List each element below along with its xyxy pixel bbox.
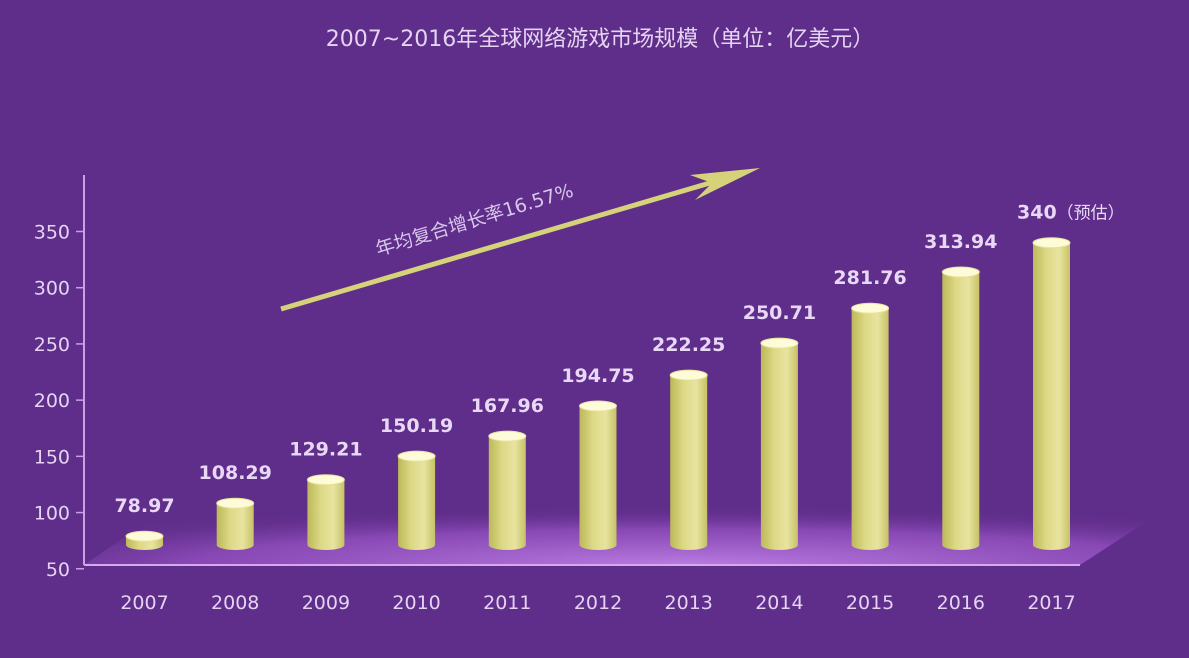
bar-top (306, 474, 345, 486)
value-label-number: 150.19 (380, 415, 453, 437)
bar-top (579, 400, 617, 412)
value-label: 194.75 (561, 365, 634, 387)
value-label: 250.71 (743, 302, 816, 324)
value-label: 129.21 (289, 439, 362, 461)
growth-arrow (280, 168, 760, 312)
value-label-number: 250.71 (743, 302, 816, 324)
bar (579, 400, 617, 550)
growth-arrow-shaft (280, 177, 721, 312)
value-label: 222.25 (652, 334, 725, 356)
x-tick-label: 2012 (574, 592, 622, 614)
bar-top (216, 497, 255, 509)
value-label-note: （预估） (1057, 204, 1125, 224)
bar-top (941, 266, 980, 278)
x-tick-label: 2015 (846, 592, 894, 614)
bar-body (216, 503, 254, 550)
x-tick-label: 2011 (483, 592, 531, 614)
bar (216, 497, 255, 550)
bar-top (125, 530, 164, 542)
y-axis-ticks: 50 100 150 200 250 300 350 (34, 221, 84, 581)
bar-top (669, 369, 708, 381)
bar-body (851, 308, 889, 550)
x-tick-label: 2010 (392, 592, 440, 614)
value-label-number: 340 (1017, 202, 1057, 224)
value-label: 167.96 (471, 395, 544, 417)
bar-top (488, 430, 527, 442)
bar-top (760, 337, 799, 349)
y-tick-label: 300 (34, 278, 70, 300)
bar-body (1033, 242, 1070, 550)
bar (397, 450, 436, 550)
bars-group (125, 237, 1071, 550)
value-label: 150.19 (380, 415, 453, 437)
bar (1032, 237, 1071, 550)
y-tick-label: 250 (34, 334, 70, 356)
bar-body (760, 343, 798, 550)
value-label-number: 313.94 (924, 231, 997, 253)
bar-top (397, 450, 436, 462)
bar-body (670, 375, 708, 550)
chart-title: 2007~2016年全球网络游戏市场规模（单位：亿美元） (326, 27, 874, 52)
bar-top (1032, 237, 1071, 249)
y-tick-label: 200 (34, 390, 70, 412)
bar (851, 302, 890, 550)
y-tick-label: 350 (34, 221, 70, 243)
x-tick-label: 2008 (211, 592, 259, 614)
value-label-number: 281.76 (833, 267, 906, 289)
bar (669, 369, 708, 550)
x-tick-label: 2009 (302, 592, 350, 614)
bar-body (398, 456, 436, 550)
bar-body (307, 479, 345, 550)
value-label: 313.94 (924, 231, 997, 253)
value-label-number: 222.25 (652, 334, 725, 356)
bar-top (851, 302, 890, 314)
chart-floor (84, 485, 1180, 565)
x-tick-label: 2013 (665, 592, 713, 614)
growth-arrow-head (690, 168, 760, 200)
bar (488, 430, 527, 550)
y-tick-label: 50 (46, 559, 70, 581)
value-label-number: 78.97 (114, 495, 174, 517)
x-tick-label: 2007 (120, 592, 168, 614)
value-label-number: 167.96 (471, 395, 544, 417)
bar-body (579, 406, 617, 550)
cagr-annotation: 年均复合增长率16.57% (373, 180, 576, 261)
bar (306, 474, 345, 550)
bar-body (942, 272, 980, 550)
value-label: 108.29 (199, 462, 272, 484)
value-label: 281.76 (833, 267, 906, 289)
bar (125, 530, 164, 550)
value-label-number: 129.21 (289, 439, 362, 461)
x-tick-label: 2017 (1027, 592, 1075, 614)
y-tick-label: 100 (34, 503, 70, 525)
x-tick-label: 2016 (937, 592, 985, 614)
bar (760, 337, 799, 550)
value-labels-group: 78.97 108.29 129.21 150.19 167.96 194.75 222.2… (114, 202, 1124, 517)
x-tick-label: 2014 (755, 592, 803, 614)
value-label-number: 108.29 (199, 462, 272, 484)
bar-body (488, 436, 526, 550)
bar (941, 266, 980, 550)
y-tick-label: 150 (34, 446, 70, 468)
value-label: 340（预估） (1017, 202, 1125, 224)
value-label-number: 194.75 (561, 365, 634, 387)
x-axis-ticks: 2007 2008 2009 2010 2011 2012 2013 2014 2015 2016… (120, 592, 1075, 614)
value-label: 78.97 (114, 495, 174, 517)
